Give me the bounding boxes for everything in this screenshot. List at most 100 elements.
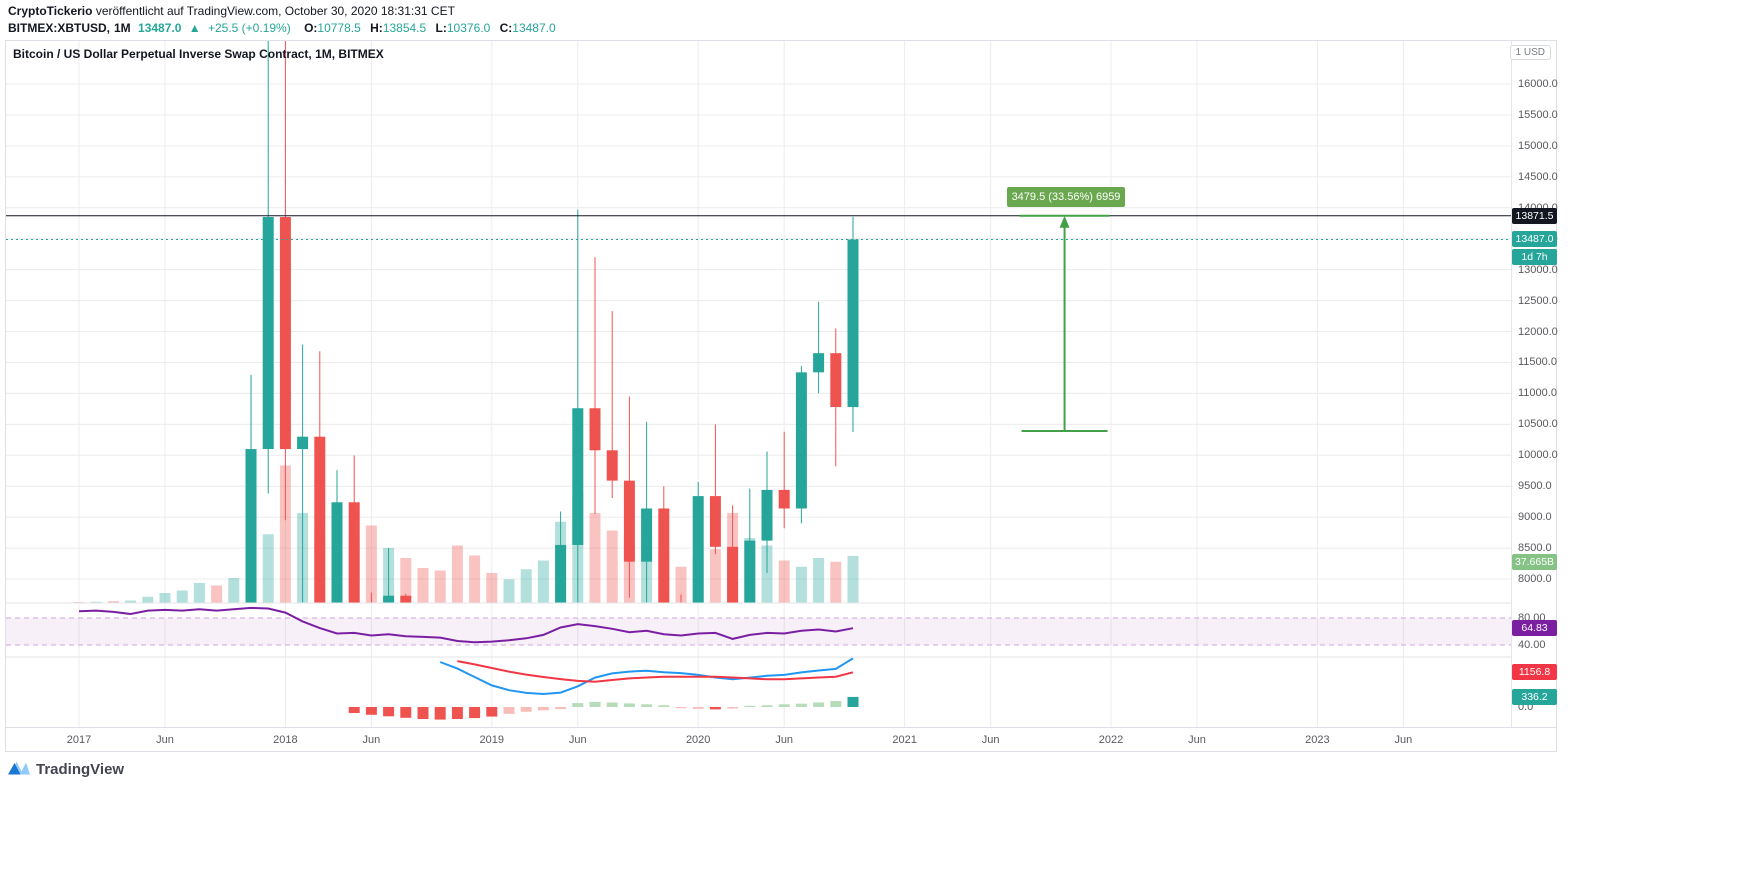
indicator-histogram-bar (555, 707, 567, 710)
axis-value-tag: 1156.8 (1512, 664, 1557, 681)
x-axis-label: Jun (156, 734, 174, 746)
candle-body (709, 496, 721, 547)
volume-bar (486, 573, 498, 603)
price-axis-unit-button[interactable]: 1 USD (1509, 45, 1551, 60)
candle-body (813, 353, 825, 373)
indicator-histogram-bar (486, 707, 498, 717)
volume-bar (228, 578, 240, 603)
x-axis-label: 2021 (892, 734, 917, 746)
indicator-histogram-bar (830, 701, 842, 707)
chart-legend: Bitcoin / US Dollar Perpetual Inverse Sw… (13, 47, 384, 61)
x-axis-label: 2017 (66, 734, 92, 746)
indicator-histogram-bar (417, 707, 429, 719)
tradingview-wordmark[interactable]: TradingView (36, 760, 125, 778)
volume-bar (589, 513, 601, 603)
volume-bar (176, 590, 188, 603)
indicator-histogram-bar (658, 705, 670, 707)
candle-body (830, 353, 842, 407)
y-axis-label: 8500.0 (1518, 542, 1552, 555)
volume-bar (279, 465, 291, 603)
volume-bar (434, 570, 446, 603)
indicator-histogram-bar (434, 707, 446, 720)
indicator-histogram-bar (589, 701, 601, 707)
indicator-histogram-bar (469, 707, 481, 719)
footer: TradingView (8, 757, 124, 781)
y-axis-label: 15000.0 (1518, 139, 1558, 152)
candle-body (641, 508, 653, 562)
candle-body (452, 684, 463, 727)
indicator-histogram-bar (692, 707, 704, 709)
candle-body (555, 544, 567, 603)
volume-bar (520, 569, 532, 603)
volume-bar (675, 566, 687, 603)
axis-value-tag: 1d 7h (1512, 249, 1557, 266)
volume-bar (778, 560, 790, 603)
candle-body (795, 372, 807, 509)
x-axis-label: Jun (981, 734, 1000, 746)
volume-bar (469, 555, 481, 603)
candle-body (400, 595, 412, 603)
volume-bar (90, 601, 102, 603)
y-axis-label: 9500.0 (1518, 480, 1552, 493)
y-axis-label: 11500.0 (1518, 356, 1557, 369)
candle-body (314, 436, 326, 603)
indicator-histogram-bar (744, 705, 756, 707)
candle-body (279, 217, 291, 450)
indicator-histogram-bar (451, 707, 463, 719)
axis-value-tag: 64.83 (1512, 620, 1557, 637)
tradingview-logo-icon[interactable] (8, 757, 30, 781)
symbol-name: BITMEX:XBTUSD, (8, 21, 110, 35)
attribution-text: veröffentlicht auf TradingView.com, Octo… (95, 4, 455, 18)
candle-body (606, 450, 618, 481)
volume-bar (830, 561, 842, 603)
y-axis-label: 40.00 (1518, 639, 1546, 651)
candle-body (245, 449, 257, 603)
indicator-histogram-bar (572, 703, 584, 707)
volume-bar (193, 583, 205, 603)
candle-body (262, 217, 274, 450)
measure-arrow (1019, 214, 1110, 432)
candle-body (847, 239, 859, 408)
time-axis[interactable]: 2017 Jun 2018 Jun 2019 Jun 2020 Jun 2021 Jun 2022 J… (6, 727, 1556, 752)
candle-body (383, 595, 395, 603)
indicator-histogram-bar (795, 703, 807, 707)
y-axis-label: 13000.0 (1518, 263, 1558, 276)
indicator-histogram-bar (537, 707, 549, 711)
candle-body (228, 675, 239, 727)
volume-bar (813, 558, 825, 603)
axis-value-tag: 13487.0 (1512, 231, 1557, 248)
candle-body (761, 489, 773, 541)
indicator-histogram-bar (675, 707, 687, 709)
y-axis-label: 12500.0 (1518, 294, 1558, 307)
indicator-histogram-bar (709, 707, 721, 710)
y-axis-label: 8000.0 (1518, 573, 1552, 585)
y-axis-label: 16000.0 (1518, 78, 1558, 90)
price-axis[interactable]: 8000.0 8500.0 9000.0 9500.0 10000.0 10500.0 11… (1511, 41, 1558, 727)
candle-body (692, 496, 704, 603)
volume-bar (537, 560, 549, 603)
y-axis-label: 9000.0 (1518, 511, 1552, 524)
attribution-bar: CryptoTickerio veröffentlicht auf Tradin… (8, 3, 556, 36)
chart-canvas[interactable] (6, 41, 1511, 727)
y-axis-label: 12000.0 (1518, 325, 1558, 338)
x-axis-label: Jun (568, 734, 587, 746)
x-axis-label: Jun (1188, 734, 1206, 746)
volume-bar (606, 530, 618, 603)
x-axis-label: 2022 (1098, 734, 1124, 746)
y-axis-label: 15500.0 (1518, 108, 1558, 121)
indicator-histogram-bar (400, 707, 412, 718)
candle-body (744, 540, 756, 603)
indicator-red-line (457, 660, 854, 683)
measure-annotation-label: 3479.5 (33.56%) 6959 (1007, 187, 1125, 207)
high-label: H: (370, 21, 383, 35)
indicator-histogram-bar (813, 702, 825, 707)
x-axis-label: Jun (775, 734, 794, 746)
candle-body (297, 436, 309, 450)
x-axis-label: Jun (1394, 734, 1413, 746)
close-label: C: (499, 21, 513, 35)
candle-body (658, 508, 670, 603)
y-axis-label: 10000.0 (1518, 449, 1558, 462)
volume-bar (795, 566, 807, 603)
candle-body (778, 489, 790, 509)
